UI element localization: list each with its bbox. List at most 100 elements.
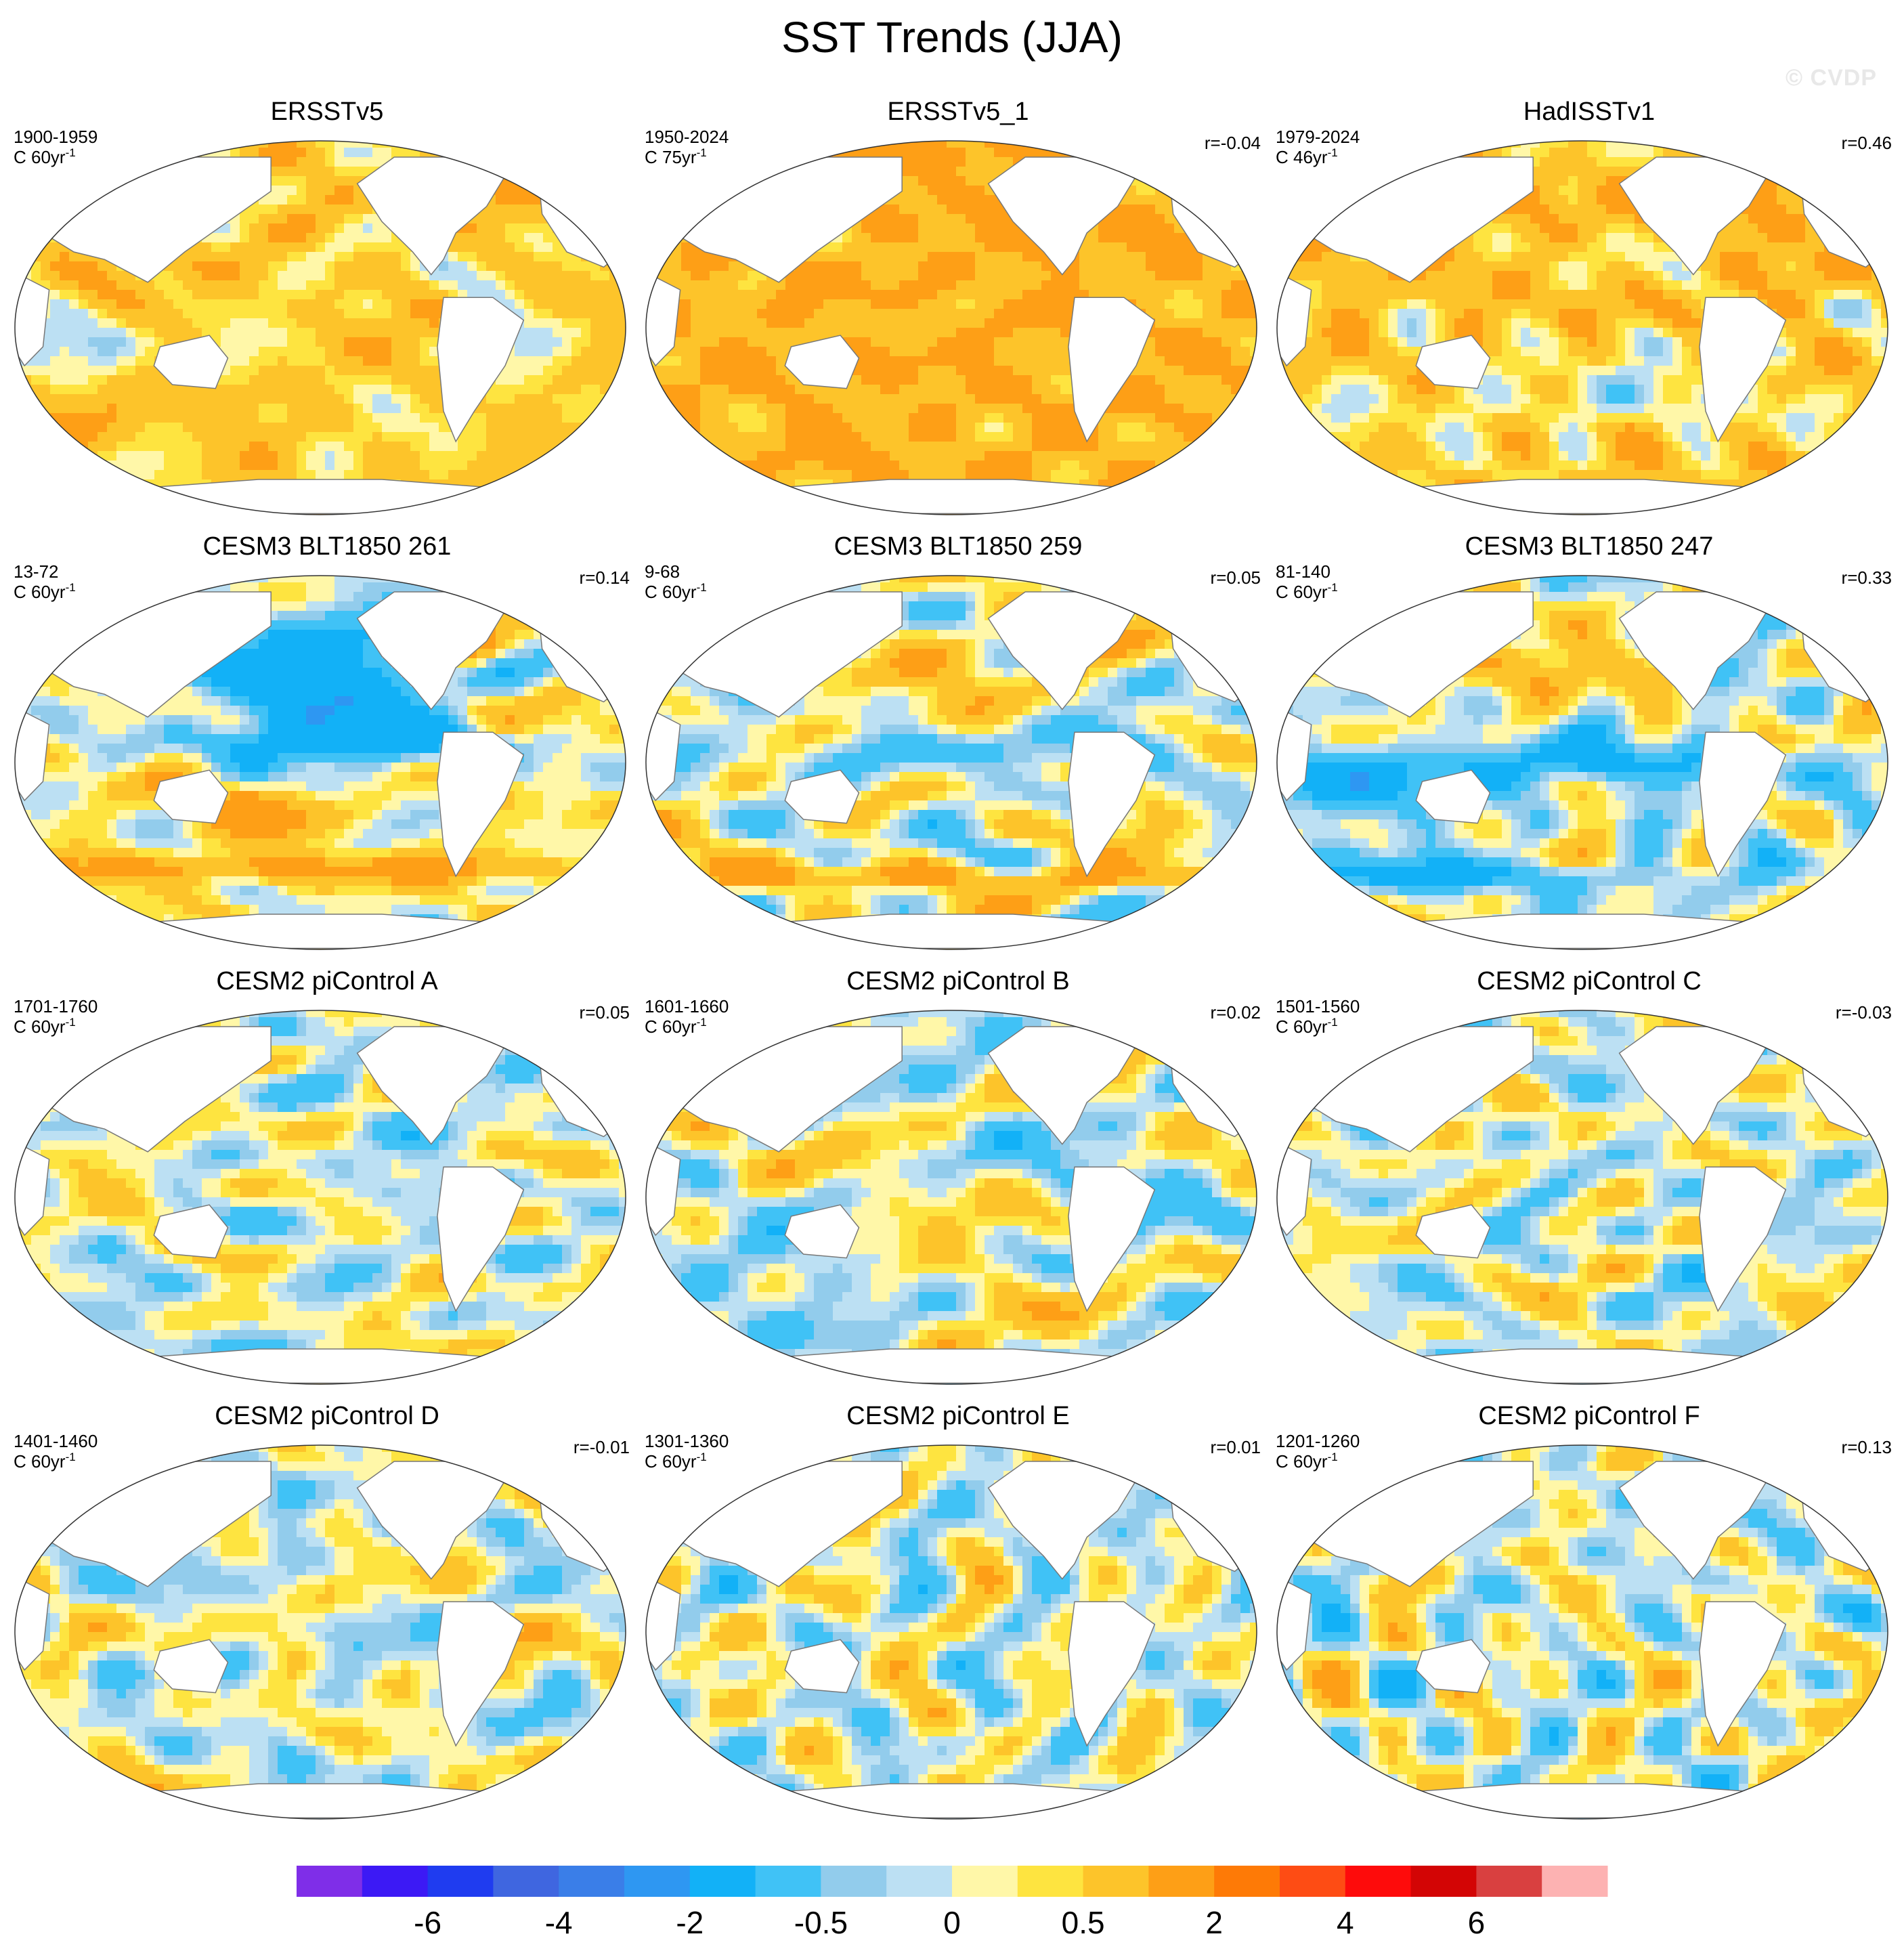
continent <box>1068 297 1156 443</box>
map-panel: CESM2 piControl F 1201-1260 C 60yr-1 r=0.13 <box>1274 1402 1904 1835</box>
map-panel: CESM3 BLT1850 247 81-140 C 60yr-1 r=0.33 <box>1274 532 1904 966</box>
panel-title: CESM2 piControl B <box>643 967 1273 996</box>
panel-units: C 60yr-1 <box>14 1016 76 1037</box>
panel-units: C 46yr-1 <box>1276 147 1338 167</box>
colorbar-tick-label: 4 <box>1337 1905 1354 1940</box>
panel-correlation: r=0.14 <box>580 567 630 588</box>
panel-period: 13-72 <box>14 562 59 582</box>
colorbar-swatch <box>1542 1866 1608 1897</box>
colorbar-swatch <box>624 1866 691 1897</box>
panel-units-base: C 60yr <box>645 582 697 602</box>
map-panel: CESM2 piControl D 1401-1460 C 60yr-1 r=-0.0… <box>12 1402 642 1835</box>
sst-trend-map <box>645 575 1257 950</box>
sst-trend-map <box>14 140 626 515</box>
continent <box>437 297 525 443</box>
continent <box>1699 297 1787 443</box>
continent <box>784 335 860 389</box>
colorbar-tick-label: 0 <box>943 1905 961 1940</box>
panel-units-exponent: -1 <box>697 581 707 594</box>
colorbar-swatch <box>427 1866 494 1897</box>
panel-title: CESM2 piControl D <box>12 1402 642 1431</box>
continent <box>1415 1204 1491 1259</box>
colorbar-swatch <box>493 1866 559 1897</box>
colorbar-swatch <box>559 1866 625 1897</box>
colorbar-swatch <box>821 1866 887 1897</box>
colorbar-swatch <box>1148 1866 1215 1897</box>
panel-correlation: r=0.01 <box>1211 1437 1261 1458</box>
continent <box>1277 704 1312 802</box>
colorbar-swatch <box>1017 1866 1084 1897</box>
continent <box>1699 1166 1787 1312</box>
panel-units-base: C 60yr <box>1276 1451 1328 1472</box>
panel-title: CESM2 piControl F <box>1274 1402 1904 1431</box>
panel-units-base: C 60yr <box>1276 582 1328 602</box>
continent <box>784 769 860 824</box>
continent <box>1699 1601 1787 1747</box>
sst-trend-map <box>1276 1444 1888 1820</box>
map-outline <box>645 1444 1257 1820</box>
map-outline <box>1276 140 1888 515</box>
panel-period: 1201-1260 <box>1276 1432 1360 1451</box>
map-outline <box>645 140 1257 515</box>
panel-period: 1401-1460 <box>14 1432 98 1451</box>
continent <box>1068 1166 1156 1312</box>
colorbar-swatch <box>297 1866 363 1897</box>
continent <box>15 704 50 802</box>
sst-trend-map <box>1276 575 1888 950</box>
map-panel: CESM3 BLT1850 259 9-68 C 60yr-1 r=0.05 <box>643 532 1273 966</box>
colorbar-swatch <box>362 1866 429 1897</box>
panel-correlation: r=0.05 <box>580 1002 630 1023</box>
continent <box>1415 769 1491 824</box>
cvdp-watermark: © CVDP <box>1786 65 1877 91</box>
continent <box>153 335 229 389</box>
continent <box>153 1204 229 1259</box>
panel-correlation: r=0.13 <box>1842 1437 1892 1458</box>
panel-correlation: r=0.33 <box>1842 567 1892 588</box>
continent <box>15 270 50 367</box>
panel-units: C 60yr-1 <box>14 147 76 167</box>
sst-trend-map <box>1276 1010 1888 1385</box>
continent <box>646 704 681 802</box>
colorbar-swatch <box>1083 1866 1149 1897</box>
panel-period: 1979-2024 <box>1276 127 1360 147</box>
panel-units-exponent: -1 <box>66 1016 76 1029</box>
map-outline <box>14 575 626 950</box>
continent <box>1277 1139 1312 1237</box>
colorbar-swatch <box>1345 1866 1412 1897</box>
sst-trend-map <box>645 1444 1257 1820</box>
map-outline <box>14 1010 626 1385</box>
continent <box>15 1574 50 1671</box>
panel-units: C 60yr-1 <box>14 1451 76 1472</box>
map-panel: CESM3 BLT1850 261 13-72 C 60yr-1 r=0.14 <box>12 532 642 966</box>
colorbar-tick-label: 2 <box>1205 1905 1223 1940</box>
panel-correlation: r=0.05 <box>1211 567 1261 588</box>
panel-units-exponent: -1 <box>697 1451 707 1463</box>
panel-units: C 60yr-1 <box>1276 582 1338 602</box>
map-outline <box>14 1444 626 1820</box>
continent <box>153 1639 229 1694</box>
panel-title: ERSSTv5_1 <box>643 98 1273 127</box>
panel-units-exponent: -1 <box>1328 581 1338 594</box>
map-panel: CESM2 piControl B 1601-1660 C 60yr-1 r=0.02 <box>643 967 1273 1400</box>
colorbar-swatch <box>952 1866 1018 1897</box>
colorbar-swatch <box>755 1866 821 1897</box>
continent <box>1699 731 1787 878</box>
map-panel: HadISSTv1 1979-2024 C 46yr-1 r=0.46 <box>1274 98 1904 531</box>
colorbar-swatch <box>1280 1866 1346 1897</box>
panel-title: ERSSTv5 <box>12 98 642 127</box>
panel-units-base: C 60yr <box>14 582 66 602</box>
sst-trend-map <box>1276 140 1888 515</box>
panel-units-exponent: -1 <box>1328 1016 1338 1029</box>
panel-units-base: C 46yr <box>1276 147 1328 167</box>
panel-units: C 60yr-1 <box>1276 1016 1338 1037</box>
panel-correlation: r=-0.01 <box>574 1437 630 1458</box>
continent <box>1068 1601 1156 1747</box>
sst-trend-map <box>14 575 626 950</box>
panel-correlation: r=0.02 <box>1211 1002 1261 1023</box>
figure-title: SST Trends (JJA) <box>0 12 1904 62</box>
panel-title: CESM2 piControl A <box>12 967 642 996</box>
panel-period: 1950-2024 <box>645 127 729 147</box>
map-outline <box>14 140 626 515</box>
panel-period: 81-140 <box>1276 562 1330 582</box>
panel-period: 9-68 <box>645 562 680 582</box>
